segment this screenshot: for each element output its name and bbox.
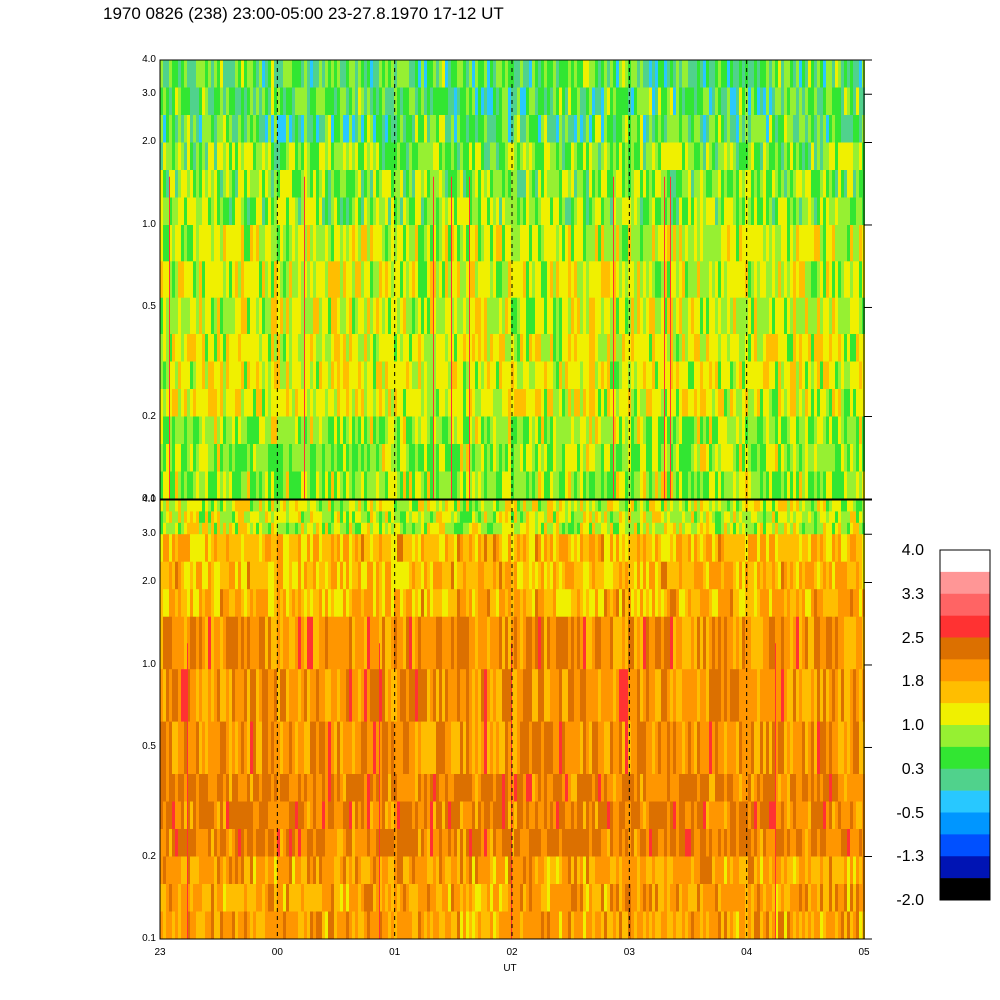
y-tick-label: 0.2: [142, 410, 156, 422]
colorbar-swatch: [940, 856, 990, 879]
colorbar-swatch: [940, 571, 990, 595]
colorbar-label: 3.3: [901, 585, 924, 603]
y-tick-label: 2.0: [142, 136, 156, 148]
y-tick-label: 0.5: [142, 301, 156, 313]
y-tick-label: 4.0: [142, 494, 156, 505]
colorbar-swatch: [940, 681, 990, 704]
x-tick-label: 05: [858, 947, 870, 958]
colorbar-swatch: [940, 615, 990, 638]
colorbar-swatch: [940, 550, 990, 573]
y-tick-label: 2.0: [142, 576, 156, 588]
colorbar-swatch: [940, 703, 990, 726]
colorbar-label: 0.3: [901, 760, 924, 778]
y-tick-label: 1.0: [142, 658, 156, 670]
y-tick-label: 0.5: [142, 741, 156, 753]
x-axis-label: UT: [503, 963, 517, 974]
colorbar-label: 4.0: [901, 542, 924, 559]
colorbar-label: 2.5: [901, 629, 924, 647]
colorbar-label: -2.0: [896, 892, 924, 909]
colorbar-swatch: [940, 637, 990, 660]
colorbar: [939, 549, 991, 901]
colorbar-swatch: [940, 812, 990, 835]
colorbar-swatch: [940, 659, 990, 682]
x-tick-label: 01: [389, 947, 401, 958]
y-tick-label: 0.2: [142, 850, 156, 862]
colorbar-swatch: [940, 768, 990, 791]
x-tick-label: 04: [741, 947, 753, 958]
colorbar-swatch: [940, 725, 990, 748]
page-title: 1970 0826 (238) 23:00-05:00 23-27.8.1970…: [103, 4, 504, 23]
colorbar-swatch: [940, 878, 990, 901]
colorbar-label: -0.5: [896, 804, 924, 822]
colorbar-swatch: [940, 746, 990, 770]
x-tick-label: 00: [271, 947, 283, 958]
x-tick-label: 03: [623, 947, 635, 958]
y-tick-label: 3.0: [142, 88, 156, 100]
colorbar-swatch: [940, 593, 990, 616]
y-tick-label: 1.0: [142, 218, 156, 230]
x-tick-label: 02: [506, 947, 518, 958]
colorbar-frame: [939, 549, 991, 901]
colorbar-label: 1.0: [901, 717, 924, 734]
colorbar-swatch: [940, 834, 990, 857]
y-tick-label: 3.0: [142, 528, 156, 540]
colorbar-label: 1.8: [901, 673, 924, 691]
y-tick-label: 0.1: [142, 933, 156, 944]
y-tick-label: 0.1: [142, 493, 156, 504]
x-tick-label: 23: [154, 947, 166, 958]
y-tick-label: 4.0: [142, 54, 156, 65]
colorbar-label: -1.3: [896, 848, 924, 866]
colorbar-swatch: [940, 790, 990, 813]
